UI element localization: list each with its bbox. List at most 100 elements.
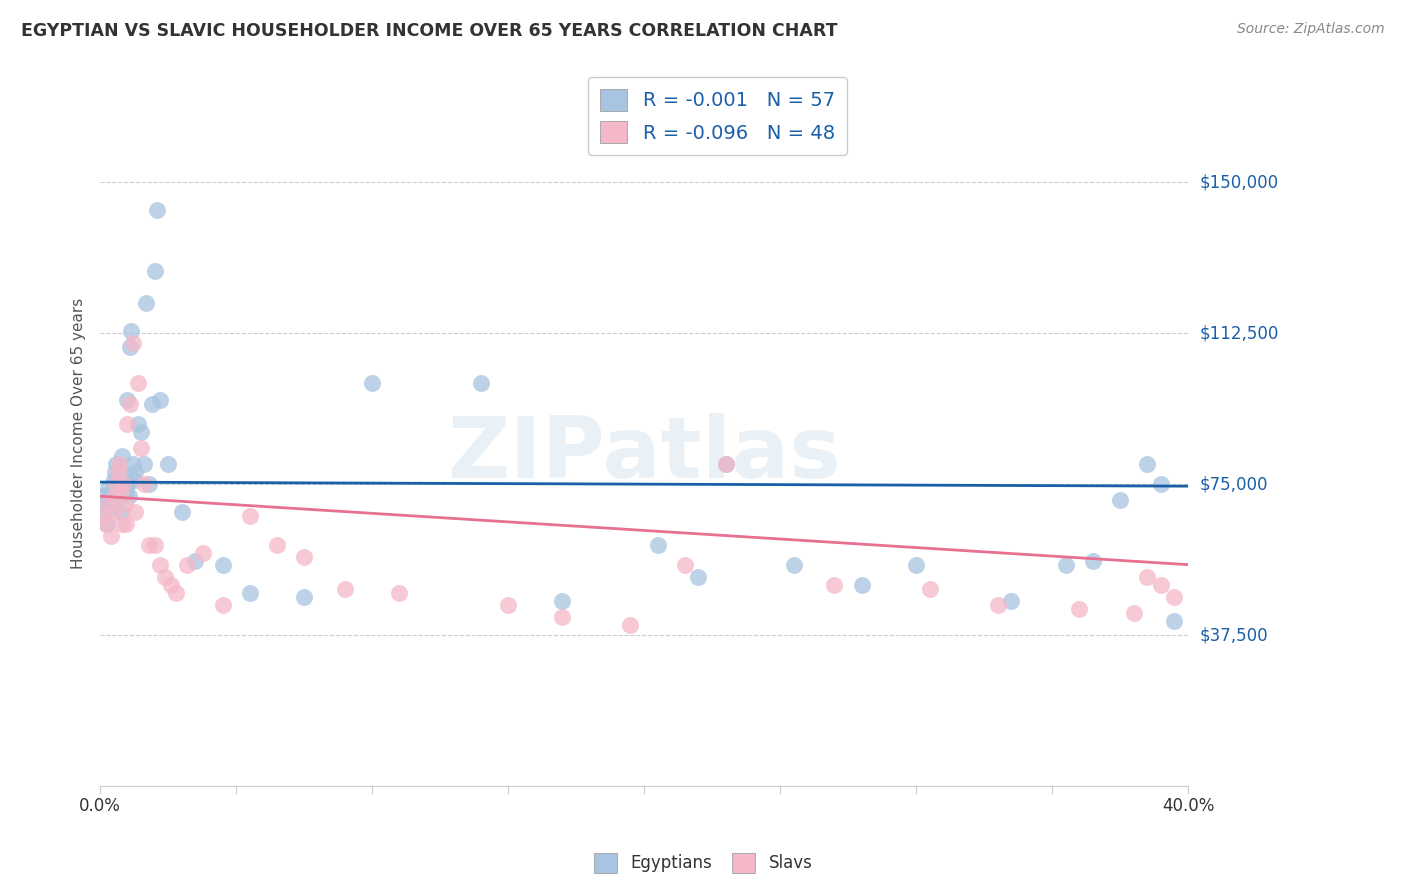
Point — [143, 537, 166, 551]
Point — [118, 396, 141, 410]
Point — [129, 441, 152, 455]
Point — [619, 618, 641, 632]
Text: $37,500: $37,500 — [1199, 626, 1268, 644]
Point — [118, 340, 141, 354]
Point — [112, 469, 135, 483]
Point — [292, 549, 315, 564]
Legend: Egyptians, Slavs: Egyptians, Slavs — [586, 847, 820, 880]
Point — [110, 505, 132, 519]
Point — [118, 489, 141, 503]
Point — [1136, 570, 1159, 584]
Point — [138, 537, 160, 551]
Point — [105, 457, 128, 471]
Legend: R = -0.001   N = 57, R = -0.096   N = 48: R = -0.001 N = 57, R = -0.096 N = 48 — [588, 77, 846, 155]
Point — [141, 396, 163, 410]
Point — [117, 392, 139, 407]
Point — [157, 457, 180, 471]
Point — [1136, 457, 1159, 471]
Point — [114, 497, 136, 511]
Point — [98, 501, 121, 516]
Point — [193, 545, 215, 559]
Point — [96, 517, 118, 532]
Point — [146, 203, 169, 218]
Point — [124, 505, 146, 519]
Point — [918, 582, 941, 596]
Point — [108, 457, 131, 471]
Point — [138, 477, 160, 491]
Point — [112, 477, 135, 491]
Point — [160, 578, 183, 592]
Point — [1054, 558, 1077, 572]
Point — [149, 558, 172, 572]
Point — [824, 578, 846, 592]
Point — [1109, 493, 1132, 508]
Point — [117, 417, 139, 431]
Point — [108, 489, 131, 503]
Point — [782, 558, 804, 572]
Point — [115, 485, 138, 500]
Point — [1081, 554, 1104, 568]
Text: Source: ZipAtlas.com: Source: ZipAtlas.com — [1237, 22, 1385, 37]
Point — [121, 336, 143, 351]
Point — [987, 598, 1010, 612]
Point — [143, 263, 166, 277]
Point — [388, 586, 411, 600]
Point — [94, 517, 117, 532]
Point — [107, 465, 129, 479]
Point — [101, 493, 124, 508]
Point — [211, 598, 233, 612]
Point — [104, 489, 127, 503]
Point — [1000, 594, 1022, 608]
Point — [122, 473, 145, 487]
Point — [211, 558, 233, 572]
Point — [176, 558, 198, 572]
Point — [714, 457, 737, 471]
Point — [1069, 602, 1091, 616]
Text: ZIPatlas: ZIPatlas — [447, 413, 841, 497]
Point — [104, 465, 127, 479]
Point — [117, 477, 139, 491]
Point — [93, 489, 115, 503]
Point — [165, 586, 187, 600]
Point — [132, 477, 155, 491]
Text: $150,000: $150,000 — [1199, 173, 1278, 191]
Point — [170, 505, 193, 519]
Point — [129, 425, 152, 439]
Point — [115, 517, 138, 532]
Text: EGYPTIAN VS SLAVIC HOUSEHOLDER INCOME OVER 65 YEARS CORRELATION CHART: EGYPTIAN VS SLAVIC HOUSEHOLDER INCOME OV… — [21, 22, 838, 40]
Point — [184, 554, 207, 568]
Point — [124, 465, 146, 479]
Point — [1163, 590, 1185, 604]
Point — [91, 505, 114, 519]
Point — [496, 598, 519, 612]
Point — [551, 594, 574, 608]
Point — [905, 558, 928, 572]
Point — [1150, 477, 1173, 491]
Text: $112,500: $112,500 — [1199, 324, 1278, 343]
Point — [110, 485, 132, 500]
Point — [97, 497, 120, 511]
Point — [127, 376, 149, 391]
Point — [470, 376, 492, 391]
Point — [851, 578, 873, 592]
Point — [103, 473, 125, 487]
Point — [239, 586, 262, 600]
Point — [127, 417, 149, 431]
Point — [688, 570, 710, 584]
Point — [114, 477, 136, 491]
Point — [1122, 606, 1144, 620]
Point — [551, 610, 574, 624]
Point — [97, 481, 120, 495]
Point — [149, 392, 172, 407]
Point — [673, 558, 696, 572]
Point — [239, 509, 262, 524]
Y-axis label: Householder Income Over 65 years: Householder Income Over 65 years — [72, 298, 86, 569]
Point — [333, 582, 356, 596]
Point — [155, 570, 177, 584]
Point — [103, 505, 125, 519]
Point — [121, 457, 143, 471]
Point — [714, 457, 737, 471]
Point — [105, 477, 128, 491]
Point — [135, 296, 157, 310]
Point — [94, 497, 117, 511]
